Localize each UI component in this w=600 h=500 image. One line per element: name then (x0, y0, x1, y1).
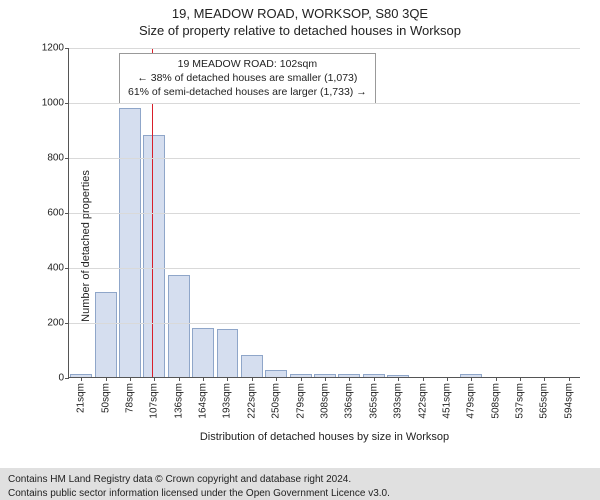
gridline (69, 158, 580, 159)
xtick-label: 565sqm (539, 383, 550, 419)
xtick-label: 308sqm (320, 383, 331, 419)
xtick-label: 508sqm (490, 383, 501, 419)
ytick-mark (65, 48, 69, 49)
xtick-mark (81, 377, 82, 381)
xtick-mark (569, 377, 570, 381)
xtick-mark (544, 377, 545, 381)
xtick-label: 222sqm (246, 383, 257, 419)
xtick-mark (203, 377, 204, 381)
xtick-mark (301, 377, 302, 381)
histogram-bar (168, 275, 190, 377)
xtick-mark (325, 377, 326, 381)
attribution-line-1: Contains HM Land Registry data © Crown c… (8, 473, 592, 487)
gridline (69, 103, 580, 104)
ytick-mark (65, 268, 69, 269)
gridline (69, 323, 580, 324)
xtick-label: 365sqm (368, 383, 379, 419)
ytick-mark (65, 378, 69, 379)
xtick-mark (374, 377, 375, 381)
ytick-label: 600 (47, 208, 64, 219)
xtick-label: 78sqm (124, 383, 135, 413)
xtick-label: 50sqm (100, 383, 111, 413)
xtick-mark (276, 377, 277, 381)
xtick-mark (471, 377, 472, 381)
xtick-mark (520, 377, 521, 381)
xtick-label: 107sqm (149, 383, 160, 419)
xtick-mark (154, 377, 155, 381)
histogram-bar (119, 108, 141, 378)
xtick-label: 279sqm (295, 383, 306, 419)
ytick-mark (65, 158, 69, 159)
xtick-label: 451sqm (441, 383, 452, 419)
xtick-mark (447, 377, 448, 381)
histogram-bar (241, 355, 263, 377)
histogram-bar (217, 329, 239, 377)
ytick-label: 400 (47, 263, 64, 274)
xtick-mark (349, 377, 350, 381)
annotation-line-3: 61% of semi-detached houses are larger (… (128, 85, 367, 99)
gridline (69, 213, 580, 214)
xtick-mark (398, 377, 399, 381)
xtick-label: 479sqm (466, 383, 477, 419)
ytick-mark (65, 323, 69, 324)
histogram-bar (265, 370, 287, 377)
xtick-label: 250sqm (271, 383, 282, 419)
ytick-label: 200 (47, 318, 64, 329)
annotation-callout: 19 MEADOW ROAD: 102sqm ← 38% of detached… (119, 53, 376, 104)
attribution-footer: Contains HM Land Registry data © Crown c… (0, 468, 600, 500)
xtick-label: 393sqm (393, 383, 404, 419)
ytick-mark (65, 103, 69, 104)
ytick-label: 800 (47, 153, 64, 164)
xtick-label: 21sqm (76, 383, 87, 413)
ytick-label: 1200 (42, 43, 64, 54)
histogram-bar (143, 135, 165, 377)
xtick-mark (227, 377, 228, 381)
ytick-label: 0 (58, 373, 64, 384)
xtick-label: 537sqm (515, 383, 526, 419)
xtick-label: 594sqm (563, 383, 574, 419)
x-axis-label: Distribution of detached houses by size … (69, 431, 580, 443)
plot-area: 19 MEADOW ROAD: 102sqm ← 38% of detached… (68, 48, 580, 378)
page-subtitle: Size of property relative to detached ho… (0, 23, 600, 38)
xtick-label: 164sqm (198, 383, 209, 419)
xtick-label: 136sqm (173, 383, 184, 419)
xtick-label: 336sqm (344, 383, 355, 419)
ytick-label: 1000 (42, 98, 64, 109)
xtick-mark (252, 377, 253, 381)
xtick-mark (496, 377, 497, 381)
chart-container: Number of detached properties 19 MEADOW … (38, 48, 590, 444)
xtick-label: 193sqm (222, 383, 233, 419)
gridline (69, 48, 580, 49)
histogram-bar (192, 328, 214, 378)
page-root: 19, MEADOW ROAD, WORKSOP, S80 3QE Size o… (0, 6, 600, 500)
xtick-mark (179, 377, 180, 381)
xtick-mark (106, 377, 107, 381)
annotation-line-2: ← 38% of detached houses are smaller (1,… (128, 71, 367, 85)
attribution-line-2: Contains public sector information licen… (8, 487, 592, 500)
gridline (69, 268, 580, 269)
xtick-mark (423, 377, 424, 381)
histogram-bar (95, 292, 117, 377)
xtick-mark (130, 377, 131, 381)
annotation-line-1: 19 MEADOW ROAD: 102sqm (128, 57, 367, 71)
xtick-label: 422sqm (417, 383, 428, 419)
ytick-mark (65, 213, 69, 214)
page-title-address: 19, MEADOW ROAD, WORKSOP, S80 3QE (0, 6, 600, 21)
